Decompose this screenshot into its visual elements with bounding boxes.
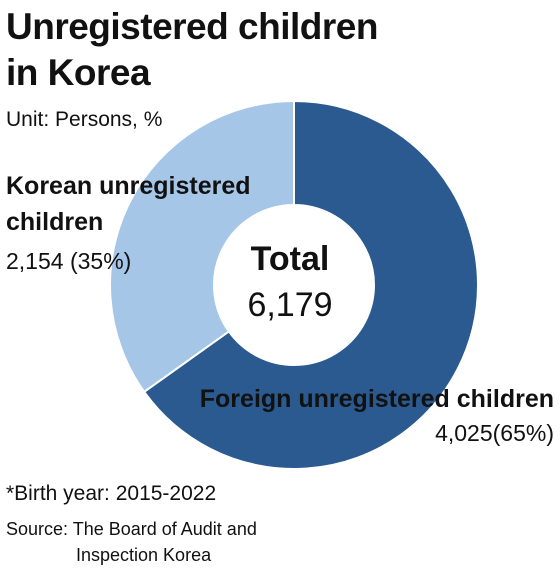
source-line1: Source: The Board of Audit and: [6, 519, 257, 539]
foreign-slice-value: 4,025(65%): [435, 420, 554, 446]
source-line2: Inspection Korea: [76, 545, 212, 565]
birth-year-note: *Birth year: 2015-2022: [6, 482, 217, 505]
source-note: Source: The Board of Audit and Inspectio…: [6, 516, 257, 568]
center-total-value: 6,179: [247, 286, 333, 324]
donut-center-hole: [214, 205, 374, 365]
unit-label: Unit: Persons, %: [6, 108, 163, 131]
center-total-label: Total: [250, 240, 330, 278]
foreign-slice-label: Foreign unregistered children: [199, 385, 554, 413]
chart-title: Unregistered children in Korea: [6, 4, 446, 96]
chart-title-line2: in Korea: [6, 52, 151, 93]
korean-slice-label: Korean unregistered children: [6, 172, 251, 236]
korean-slice-value: 2,154 (35%): [6, 248, 132, 274]
chart-title-line1: Unregistered children: [6, 6, 378, 47]
